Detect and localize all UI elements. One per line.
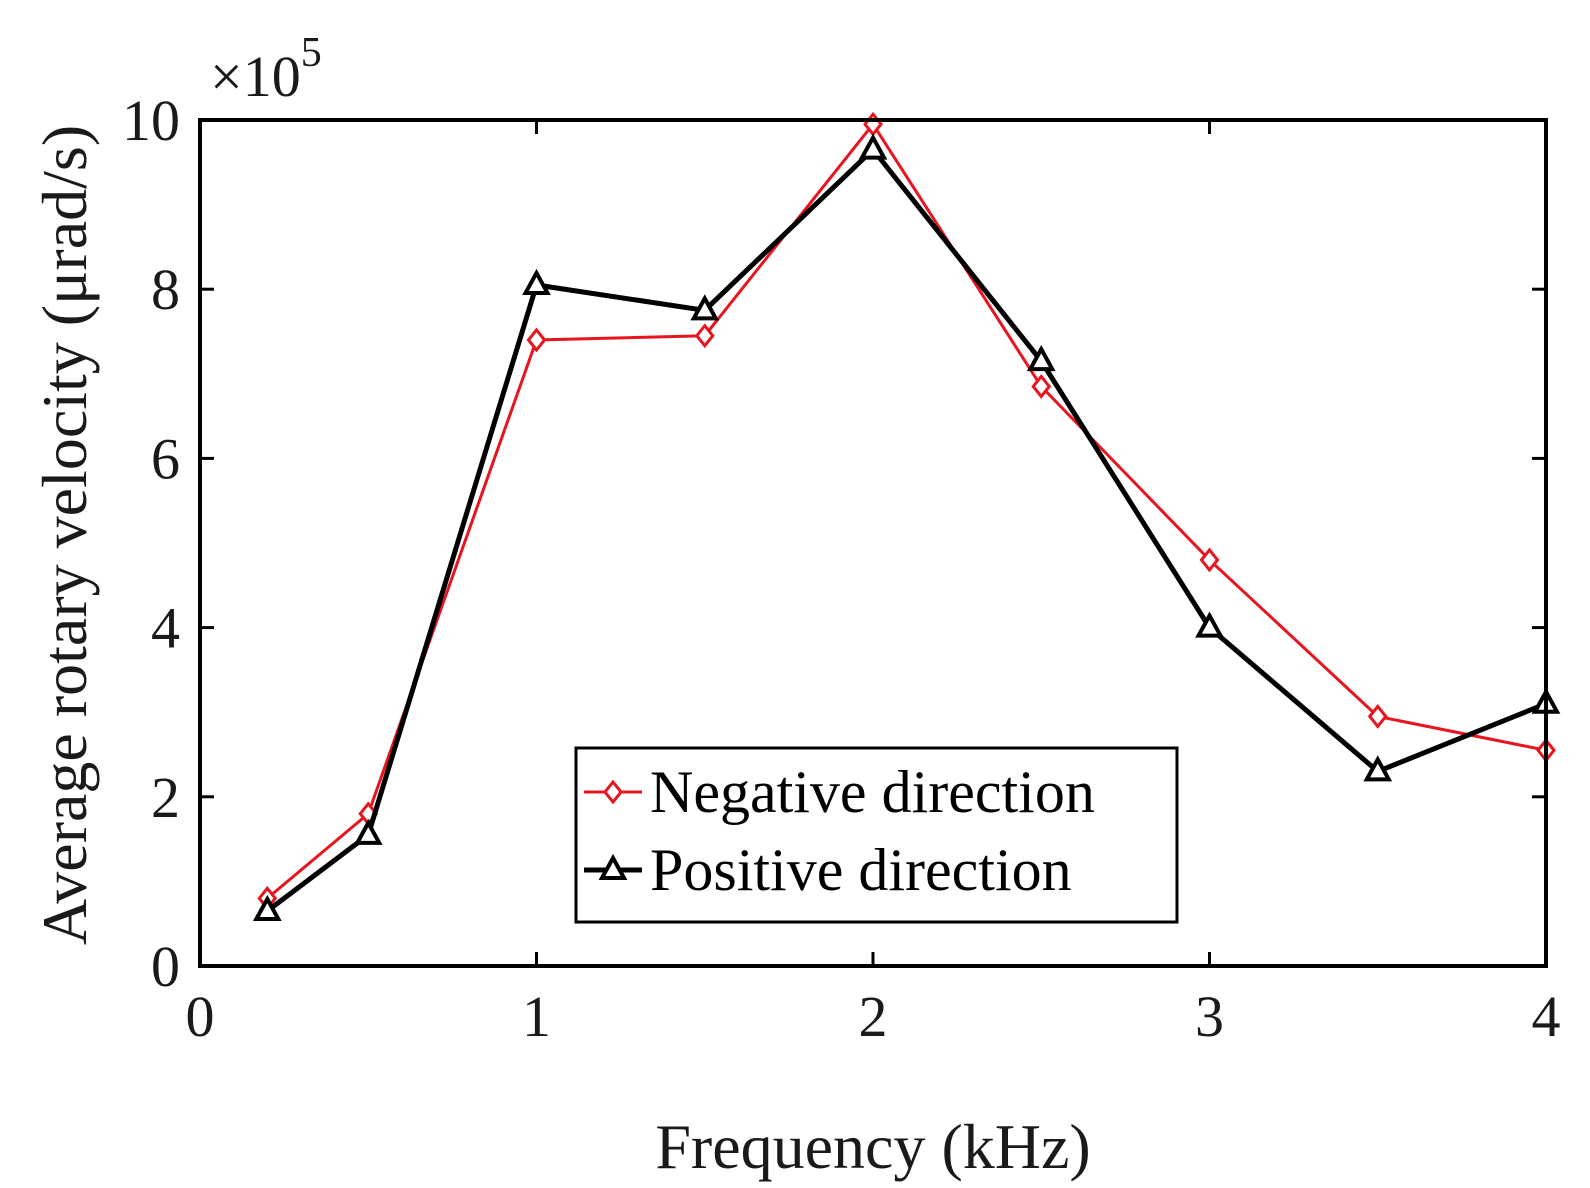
data-point-negative-6 bbox=[1199, 547, 1220, 573]
x-tick-label-4: 4 bbox=[1532, 984, 1561, 1049]
x-axis-title: Frequency (kHz) bbox=[655, 1111, 1090, 1182]
series-1 bbox=[252, 133, 1561, 922]
x-tick-label-0: 0 bbox=[186, 984, 215, 1049]
data-point-positive-2 bbox=[522, 268, 551, 295]
legend-box bbox=[574, 746, 1179, 924]
tick-labels: 0 1 2 3 4 0 2 4 6 8 10 bbox=[122, 88, 1561, 1049]
exponent-base: ×10 bbox=[210, 44, 301, 109]
y-tick-label-0: 0 bbox=[151, 934, 180, 999]
y-tick-label-2: 4 bbox=[151, 596, 180, 661]
legend-positive-label: Positive direction bbox=[650, 837, 1072, 903]
data-point-positive-1 bbox=[353, 818, 383, 845]
y-axis-title: Average rotary velocity (μrad/s) bbox=[29, 125, 100, 945]
data-point-positive-4 bbox=[858, 133, 888, 160]
legend: Negative direction Positive direction bbox=[574, 746, 1179, 924]
data-point-positive-0 bbox=[252, 894, 282, 922]
data-point-negative-7 bbox=[1367, 704, 1388, 729]
x-tick-label-2: 2 bbox=[859, 984, 888, 1049]
y-axis-exponent-label: ×105 bbox=[210, 30, 322, 109]
data-point-negative-2 bbox=[526, 327, 547, 353]
data-point-positive-6 bbox=[1195, 611, 1224, 638]
legend-positive-marker bbox=[598, 853, 628, 880]
data-point-positive-5 bbox=[1026, 344, 1056, 372]
exponent-power: 5 bbox=[301, 30, 322, 76]
legend-negative-label: Negative direction bbox=[650, 759, 1095, 825]
data-point-negative-3 bbox=[694, 323, 715, 349]
legend-negative-marker bbox=[603, 779, 623, 805]
y-tick-label-5: 10 bbox=[122, 88, 180, 153]
x-tick-label-3: 3 bbox=[1195, 984, 1224, 1049]
y-tick-label-3: 6 bbox=[151, 426, 180, 491]
y-tick-label-4: 8 bbox=[151, 257, 180, 322]
series-layer bbox=[252, 111, 1561, 922]
x-tick-label-1: 1 bbox=[522, 984, 551, 1049]
data-point-positive-7 bbox=[1363, 755, 1393, 782]
data-point-positive-3 bbox=[690, 294, 720, 321]
plot-area-frame bbox=[198, 118, 1548, 968]
data-point-negative-5 bbox=[1031, 374, 1052, 399]
y-tick-label-1: 2 bbox=[151, 765, 180, 830]
